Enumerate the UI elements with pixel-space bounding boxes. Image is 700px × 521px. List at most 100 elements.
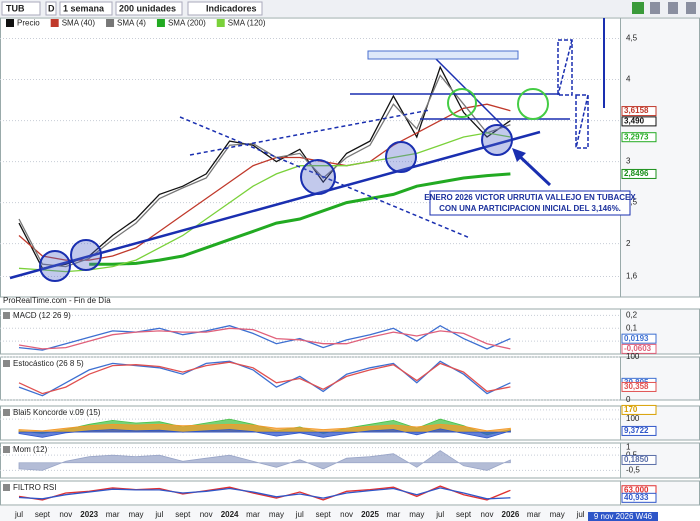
drawings xyxy=(9,18,631,282)
series-area xyxy=(18,450,511,471)
green-circle xyxy=(517,88,549,120)
x-tick-label: may xyxy=(128,510,143,519)
panel: 10,5 -0,5 0,1850 Mom (12) xyxy=(0,442,700,479)
value-tag xyxy=(621,116,657,127)
units-box[interactable] xyxy=(115,1,183,16)
x-tick-label: jul xyxy=(295,510,304,519)
value-tag xyxy=(621,106,657,117)
circle-mark xyxy=(481,124,513,156)
panel-title: FILTRO RSI xyxy=(13,483,56,492)
y-tick-label: 3 xyxy=(626,157,631,166)
tool-icon[interactable] xyxy=(632,2,644,14)
legend-label: Precio xyxy=(17,19,40,28)
value-tag xyxy=(621,425,657,436)
y-tick-label: 1 xyxy=(626,443,631,452)
x-tick-label: mar xyxy=(527,510,541,519)
legend-label: SMA (120) xyxy=(228,19,266,28)
x-tick-label: 2023 xyxy=(80,510,98,519)
y-tick-label: 0,2 xyxy=(626,311,638,320)
circle-mark xyxy=(39,250,71,282)
legend-swatch xyxy=(156,19,165,27)
tool-icon[interactable] xyxy=(650,2,660,14)
x-tick-label: nov xyxy=(340,510,353,519)
x-tick-label: 2025 xyxy=(361,510,379,519)
value-tag-label: 2,8496 xyxy=(624,169,649,178)
series-area xyxy=(18,428,511,439)
cursor-date: 9 nov 2026 W46 xyxy=(594,512,653,521)
value-tag-label: 0,0193 xyxy=(624,334,649,343)
period-box[interactable] xyxy=(59,1,113,16)
mode-box[interactable] xyxy=(45,1,57,16)
units: 200 unidades xyxy=(119,3,176,13)
arrow-head xyxy=(512,148,526,162)
panel-icon xyxy=(3,360,10,367)
period: 1 semana xyxy=(63,3,105,13)
value-tag xyxy=(621,404,657,415)
channel-line xyxy=(189,109,431,156)
value-tag xyxy=(621,454,657,465)
panel-icon xyxy=(3,312,10,319)
x-tick-label: jul xyxy=(154,510,163,519)
series-line xyxy=(18,487,511,500)
x-tick-label: jul xyxy=(435,510,444,519)
x-tick-label: 2024 xyxy=(221,510,239,519)
x-tick-label: sept xyxy=(35,510,51,519)
value-tag xyxy=(621,492,657,503)
legend-swatch xyxy=(50,19,59,27)
x-tick-label: nov xyxy=(59,510,72,519)
series-line xyxy=(89,172,511,266)
x-tick-label: nov xyxy=(481,510,494,519)
panel-title: Estocástico (26 8 5) xyxy=(13,359,84,368)
y-tick-label: 0,5 xyxy=(626,450,638,459)
circle-mark xyxy=(300,159,336,195)
symbol: TUB xyxy=(6,3,25,13)
panel-icon xyxy=(3,446,10,453)
value-tag-label: 170 xyxy=(624,405,638,414)
y-tick-label: 0 xyxy=(626,395,631,404)
tool-icon[interactable] xyxy=(668,2,678,14)
legend-swatch xyxy=(6,19,14,27)
y-tick-label: 2,5 xyxy=(626,198,638,207)
x-tick-label: may xyxy=(550,510,565,519)
value-tag xyxy=(621,333,657,344)
x-tick-label: mar xyxy=(387,510,401,519)
circle-mark xyxy=(70,239,102,271)
value-tag-label: 40,933 xyxy=(624,493,649,502)
legend: Precio SMA (40) SMA (4) SMA (200) SMA (120) xyxy=(6,19,266,28)
x-tick-label: may xyxy=(269,510,284,519)
legend-swatch xyxy=(216,19,225,27)
series-line xyxy=(18,132,511,273)
indicators-box[interactable] xyxy=(187,1,263,16)
y-tick-label: 0,1 xyxy=(626,323,638,332)
x-tick-label: sept xyxy=(456,510,472,519)
resistance-box xyxy=(367,50,519,60)
cursor-date-box xyxy=(588,512,658,521)
panel-title: Mom (12) xyxy=(13,445,48,454)
channel-line xyxy=(179,116,471,239)
value-tag xyxy=(621,168,657,179)
y-tick-label: 4 xyxy=(626,75,631,84)
value-tag-label: -0,0603 xyxy=(624,344,652,353)
y-tick-label: -0,5 xyxy=(626,466,640,475)
indicators: Indicadores xyxy=(206,3,257,13)
annotation-box xyxy=(429,190,631,216)
x-tick-label: mar xyxy=(246,510,260,519)
legend-swatch xyxy=(106,19,115,27)
symbol-box[interactable] xyxy=(1,1,41,16)
x-axis: jul sept nov 2023 mar may jul sept nov 2024 mar may… xyxy=(0,506,620,521)
x-tick-label: jul xyxy=(576,510,585,519)
series-line xyxy=(18,361,511,395)
tool-icon[interactable] xyxy=(686,2,696,14)
x-tick-label: sept xyxy=(316,510,332,519)
green-circle xyxy=(447,88,477,118)
value-tag-label: 3,2973 xyxy=(624,132,649,141)
y-tick-label: 100 xyxy=(626,352,640,361)
x-tick-label: may xyxy=(409,510,424,519)
legend-label: SMA (4) xyxy=(117,19,146,28)
x-tick-label: mar xyxy=(106,510,120,519)
